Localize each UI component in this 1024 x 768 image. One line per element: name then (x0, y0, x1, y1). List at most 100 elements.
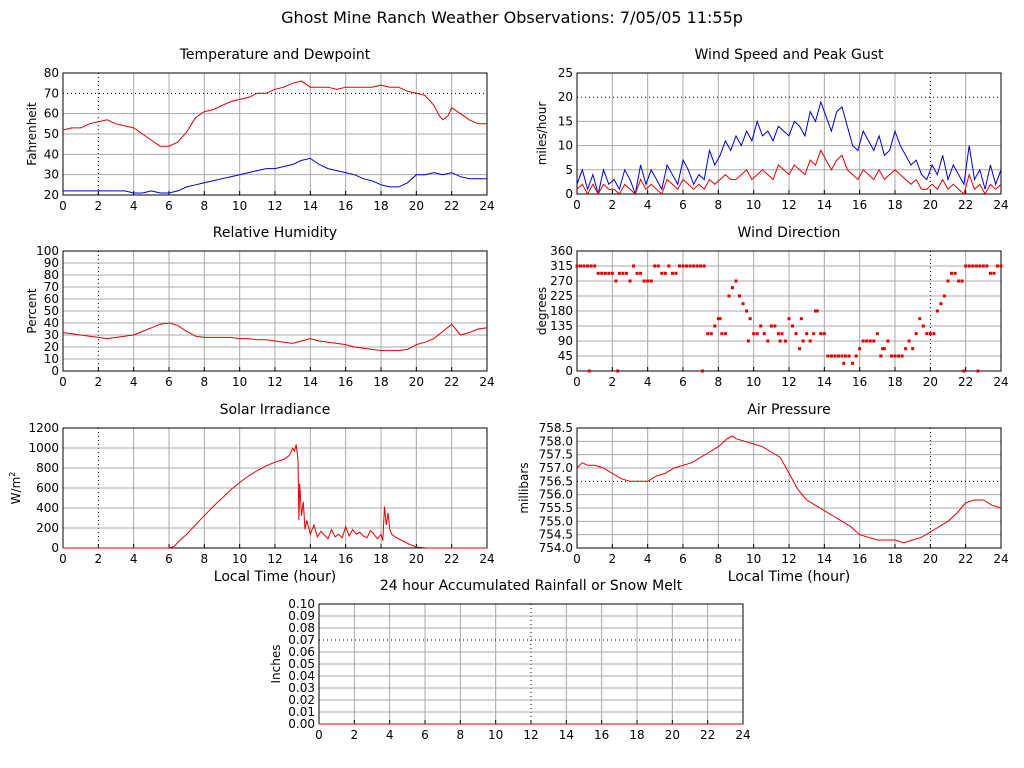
y-tick-label: 0.03 (288, 681, 315, 695)
chart-title: 24 hour Accumulated Rainfall or Snow Mel… (380, 578, 683, 594)
data-point (748, 317, 752, 321)
x-tick-label: 16 (338, 375, 353, 389)
data-point (628, 279, 632, 283)
x-tick-label: 6 (165, 552, 173, 566)
y-tick-label: 30 (44, 328, 59, 342)
x-tick-label: 20 (923, 198, 938, 212)
x-tick-label: 2 (95, 199, 103, 213)
data-point (593, 264, 597, 268)
y-tick-label: 60 (44, 292, 59, 306)
x-tick-label: 8 (201, 552, 209, 566)
x-tick-label: 20 (409, 552, 424, 566)
data-point (720, 332, 724, 336)
data-point (988, 271, 992, 275)
y-tick-label: 754.0 (539, 541, 573, 555)
x-tick-label: 10 (746, 552, 761, 566)
x-tick-label: 10 (232, 375, 247, 389)
y-tick-label: 0.00 (288, 717, 315, 731)
series-line-red (63, 444, 487, 549)
x-tick-label: 16 (594, 728, 609, 742)
data-point (727, 294, 731, 298)
data-point (842, 361, 846, 365)
y-tick-label: 0 (51, 541, 59, 555)
x-tick-label: 20 (923, 552, 938, 566)
x-tick-label: 2 (351, 728, 359, 742)
y-tick-label: 1000 (28, 441, 59, 455)
data-point (907, 339, 911, 343)
x-tick-label: 18 (887, 375, 902, 389)
x-tick-label: 22 (700, 728, 715, 742)
data-point (614, 279, 618, 283)
data-point (826, 354, 830, 358)
data-point (762, 332, 766, 336)
data-point (635, 271, 639, 275)
y-tick-label: 50 (44, 127, 59, 141)
data-point (886, 339, 890, 343)
y-tick-label: 40 (44, 316, 59, 330)
x-tick-label: 14 (303, 552, 318, 566)
x-tick-label: 16 (338, 199, 353, 213)
y-tick-label: 90 (558, 334, 573, 348)
data-point (861, 339, 865, 343)
x-tick-label: 18 (887, 198, 902, 212)
x-tick-label: 22 (958, 198, 973, 212)
x-tick-label: 8 (715, 552, 723, 566)
x-tick-label: 10 (746, 375, 761, 389)
series-line-red (576, 149, 1002, 196)
y-tick-label: 5 (565, 163, 573, 177)
data-point (723, 332, 727, 336)
data-point (695, 264, 699, 268)
data-point (755, 332, 759, 336)
x-tick-label: 24 (479, 552, 494, 566)
data-point (814, 309, 817, 313)
plot-frame (62, 250, 488, 372)
x-tick-label: 24 (479, 375, 494, 389)
data-point (879, 354, 883, 358)
y-tick-label: 360 (550, 244, 573, 258)
plot-frame (62, 72, 488, 196)
x-tick-label: 22 (444, 552, 459, 566)
y-tick-label: 0.07 (288, 633, 315, 647)
data-point (783, 339, 787, 343)
x-tick-label: 18 (887, 552, 902, 566)
data-point (616, 369, 620, 373)
x-tick-label: 10 (746, 198, 761, 212)
data-point (639, 271, 643, 275)
data-point (833, 354, 837, 358)
y-tick-label: 25 (558, 66, 573, 80)
x-tick-label: 8 (201, 199, 209, 213)
x-tick-label: 4 (644, 198, 652, 212)
y-tick-label: 755.5 (539, 501, 573, 515)
x-tick-label: 2 (95, 375, 103, 389)
data-point (582, 264, 586, 268)
y-tick-label: 0.06 (288, 645, 315, 659)
data-point (677, 264, 681, 268)
x-tick-label: 4 (130, 375, 138, 389)
x-tick-label: 6 (679, 375, 687, 389)
data-point (995, 264, 999, 268)
data-point (962, 369, 966, 373)
data-point (699, 264, 703, 268)
data-point (656, 264, 660, 268)
y-tick-label: 756.0 (539, 488, 573, 502)
data-point (798, 347, 802, 351)
data-point (741, 302, 745, 306)
x-tick-label: 8 (201, 375, 209, 389)
data-point (999, 264, 1003, 268)
data-point (780, 332, 784, 336)
data-point (632, 264, 636, 268)
plot-frame (62, 427, 488, 549)
x-tick-label: 12 (781, 552, 796, 566)
data-point (713, 324, 717, 328)
x-tick-label: 16 (852, 375, 867, 389)
data-point (829, 354, 833, 358)
x-tick-label: 16 (338, 552, 353, 566)
data-point (921, 324, 925, 328)
x-tick-label: 0 (315, 728, 323, 742)
data-point (759, 324, 763, 328)
